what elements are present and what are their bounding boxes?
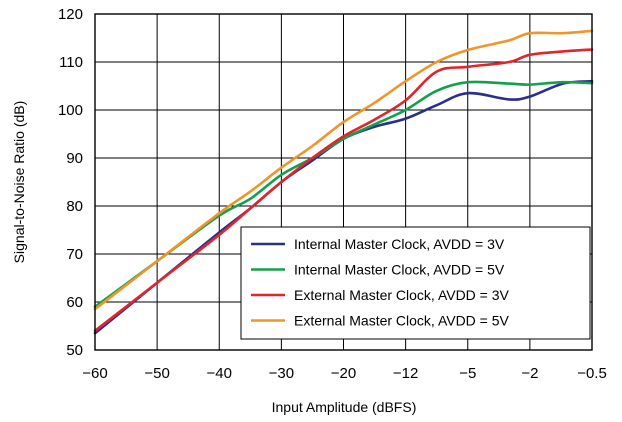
y-axis-title: Signal-to-Noise Ratio (dB): [11, 101, 27, 264]
y-tick-label: 100: [58, 102, 83, 119]
x-tick-label: −30: [269, 365, 294, 382]
x-tick-label: −20: [331, 365, 356, 382]
x-tick-label: −2: [521, 365, 538, 382]
plot-frame: [94, 13, 593, 351]
legend-box: [240, 226, 591, 340]
y-tick-labels: 50 60 70 80 90 100 110 120: [58, 6, 83, 359]
legend: Internal Master Clock, AVDD = 3V Internal…: [240, 226, 591, 340]
x-tick-label: −60: [82, 365, 107, 382]
series-line-external-master-clock-avdd-5v: [93, 29, 594, 311]
legend-label: External Master Clock, AVDD = 3V: [294, 287, 510, 303]
legend-label: Internal Master Clock, AVDD = 5V: [294, 262, 505, 278]
y-tick-label: 90: [66, 150, 83, 167]
series-layer: [93, 29, 594, 335]
x-tick-label: −0.5: [577, 365, 607, 382]
y-tick-label: 120: [58, 6, 83, 23]
y-tick-label: 60: [66, 294, 83, 311]
x-tick-label: −50: [144, 365, 169, 382]
legend-label: Internal Master Clock, AVDD = 3V: [294, 236, 505, 252]
series-line-internal-master-clock-avdd-5v: [93, 80, 594, 309]
x-tick-label: −12: [393, 365, 418, 382]
y-tick-label: 110: [59, 54, 83, 71]
x-tick-label: −5: [459, 365, 476, 382]
y-tick-label: 50: [66, 342, 83, 359]
x-tick-label: −40: [207, 365, 232, 382]
x-axis-title: Input Amplitude (dBFS): [272, 399, 417, 415]
legend-label: External Master Clock, AVDD = 5V: [294, 313, 510, 329]
legend-items: Internal Master Clock, AVDD = 3V Internal…: [251, 236, 510, 329]
y-tick-label: 80: [66, 198, 83, 215]
x-tick-labels: −60 −50 −40 −30 −20 −12 −5 −2 −0.5: [82, 365, 607, 382]
series-line-internal-master-clock-avdd-3v: [93, 79, 594, 335]
series-line-external-master-clock-avdd-3v: [93, 48, 594, 333]
y-tick-label: 70: [66, 246, 83, 263]
